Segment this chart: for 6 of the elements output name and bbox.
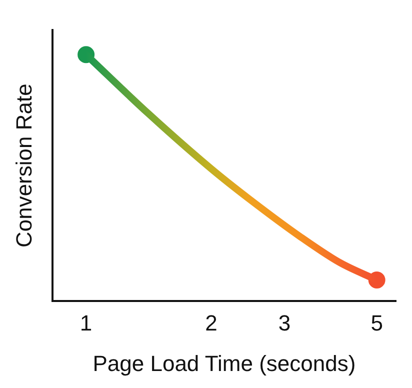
x-axis-title: Page Load Time (seconds) [92,350,356,376]
x-tick-label: 1 [80,310,92,336]
y-axis-title: Conversion Rate [11,84,36,248]
x-tick-label: 5 [370,310,383,336]
x-tick-label: 2 [205,310,218,336]
x-tick-label: 3 [278,310,291,336]
